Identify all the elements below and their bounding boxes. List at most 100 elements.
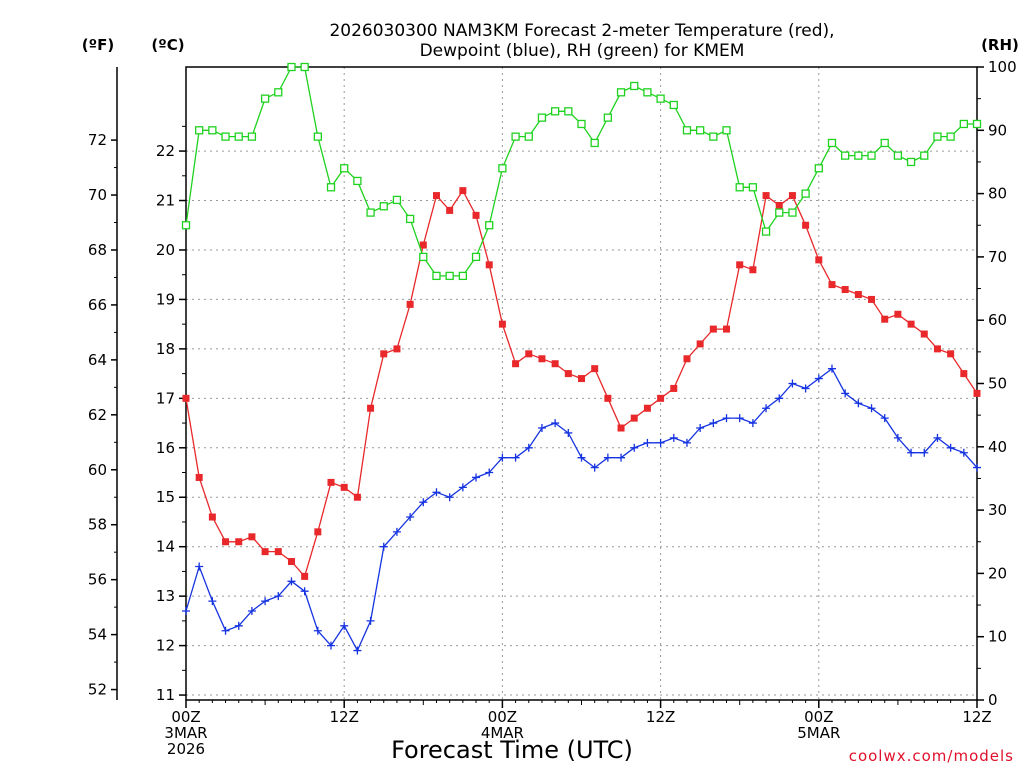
dewpoint-point	[366, 616, 375, 625]
dewpoint-point	[735, 414, 744, 423]
dewpoint-point	[854, 399, 863, 408]
rh-point	[366, 208, 375, 217]
dewpoint-point	[208, 597, 217, 606]
rh-point	[458, 271, 468, 281]
dewpoint-point	[340, 621, 349, 630]
rh-point	[234, 132, 243, 141]
rh-point	[577, 119, 586, 129]
dewpoint-point	[696, 424, 705, 433]
rh-point	[893, 151, 903, 160]
dewpoint-point	[221, 626, 230, 635]
celsius-tick-label: 14	[156, 538, 175, 556]
rh-point	[603, 113, 613, 122]
temperature-point	[802, 221, 810, 229]
dewpoint-point	[630, 443, 639, 452]
fahrenheit-unit-label: (ºF)	[82, 36, 114, 54]
rh-point	[221, 132, 230, 141]
temperature-point	[222, 538, 230, 546]
temperature-point	[894, 310, 902, 318]
celsius-tick-label: 11	[156, 686, 175, 704]
temperature-point	[670, 384, 678, 392]
rh-point	[419, 252, 428, 262]
temperature-point	[538, 355, 546, 363]
temperature-point	[723, 325, 731, 333]
temperature-point	[643, 404, 651, 412]
rh-point	[537, 113, 547, 122]
dewpoint-point	[841, 389, 850, 398]
temperature-point	[182, 394, 190, 402]
dewpoint-point	[182, 606, 190, 615]
temperature-point	[512, 360, 520, 368]
dewpoint-point	[775, 394, 784, 403]
dewpoint-point	[669, 433, 678, 442]
dewpoint-point	[959, 448, 968, 457]
rh-tick-label: 40	[988, 438, 1007, 456]
temperature-point	[617, 424, 625, 432]
temperature-point	[248, 533, 256, 541]
dewpoint-point	[801, 384, 810, 393]
rh-point	[498, 164, 507, 173]
x-tick-label: 12Z	[646, 708, 675, 726]
rh-point	[867, 151, 876, 160]
rh-point	[841, 151, 850, 160]
temperature-point	[340, 483, 348, 491]
temperature-point	[815, 256, 823, 264]
series-dewpoint-c	[182, 364, 981, 655]
temperature-point	[195, 473, 203, 481]
temperature-point	[630, 414, 638, 422]
temperature-point	[432, 192, 440, 200]
celsius-tick-label: 22	[156, 142, 175, 160]
dewpoint-point	[590, 463, 599, 472]
rh-point	[379, 202, 388, 211]
fahrenheit-tick-label: 68	[88, 241, 107, 259]
x-tick-label: 2026	[167, 740, 205, 758]
temperature-point	[578, 375, 585, 383]
rh-point	[274, 88, 283, 97]
temperature-point	[564, 370, 572, 378]
rh-point	[208, 126, 217, 135]
dewpoint-point	[537, 424, 546, 433]
x-tick-label: 3MAR	[164, 724, 207, 742]
temperature-point	[261, 548, 269, 556]
dewpoint-point	[827, 364, 836, 373]
rh-point	[300, 62, 309, 72]
x-tick-label: 4MAR	[481, 724, 524, 742]
dewpoint-point	[327, 641, 336, 650]
temperature-point	[828, 281, 836, 289]
temperature-point	[274, 548, 282, 556]
rh-point	[696, 126, 705, 135]
series-rh	[181, 62, 982, 281]
dewpoint-point	[445, 493, 454, 502]
x-tick-label: 00Z	[804, 708, 833, 726]
rh-point	[709, 132, 718, 141]
temperature-point	[446, 206, 454, 214]
rh-tick-label: 0	[988, 691, 998, 709]
dewpoint-point	[379, 542, 388, 551]
dewpoint-point	[880, 414, 889, 423]
temperature-point	[920, 330, 928, 338]
rh-point	[260, 94, 270, 103]
dewpoint-point	[432, 488, 441, 497]
temperature-point	[551, 360, 559, 368]
dewpoint-point	[485, 468, 494, 477]
rh-point	[432, 271, 441, 281]
data-series	[181, 62, 982, 655]
rh-point	[564, 107, 573, 116]
rh-point	[643, 88, 652, 97]
rh-point	[340, 164, 349, 173]
temperature-point	[208, 513, 216, 521]
dewpoint-point	[564, 428, 573, 437]
temperature-point	[749, 266, 757, 274]
rh-point	[775, 208, 784, 217]
dewpoint-point	[524, 443, 533, 452]
series-line	[185, 66, 977, 277]
rh-point	[326, 183, 336, 192]
dewpoint-point	[933, 433, 942, 442]
x-tick-label: 5MAR	[797, 724, 840, 742]
dewpoint-point	[195, 562, 204, 571]
dewpoint-point	[551, 419, 560, 428]
x-tick-label: 00Z	[171, 708, 200, 726]
fahrenheit-tick-label: 56	[88, 571, 107, 589]
fahrenheit-tick-label: 54	[88, 626, 107, 644]
fahrenheit-tick-label: 60	[88, 461, 107, 479]
